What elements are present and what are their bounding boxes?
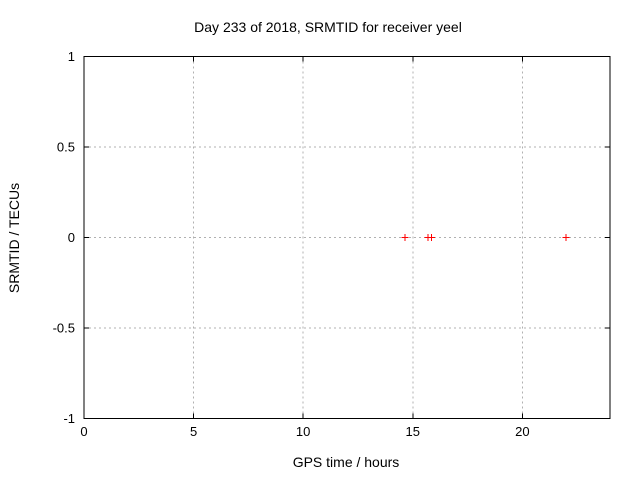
- y-tick-label: 0.5: [57, 140, 75, 155]
- x-tick-label: 10: [296, 424, 310, 439]
- y-axis-label: SRMTID / TECUs: [6, 182, 22, 294]
- chart-title: Day 233 of 2018, SRMTID for receiver yee…: [194, 19, 462, 35]
- y-tick-label: -0.5: [53, 321, 75, 336]
- y-tick-label: -1: [63, 411, 75, 426]
- x-tick-label: 5: [190, 424, 197, 439]
- y-tick-label: 0: [68, 230, 75, 245]
- plot-border: [83, 56, 611, 419]
- x-tick-label: 0: [80, 424, 87, 439]
- x-tick-label: 20: [515, 424, 529, 439]
- x-tick-label: 15: [406, 424, 420, 439]
- x-axis-label: GPS time / hours: [292, 454, 400, 470]
- y-tick-label: 1: [68, 49, 75, 64]
